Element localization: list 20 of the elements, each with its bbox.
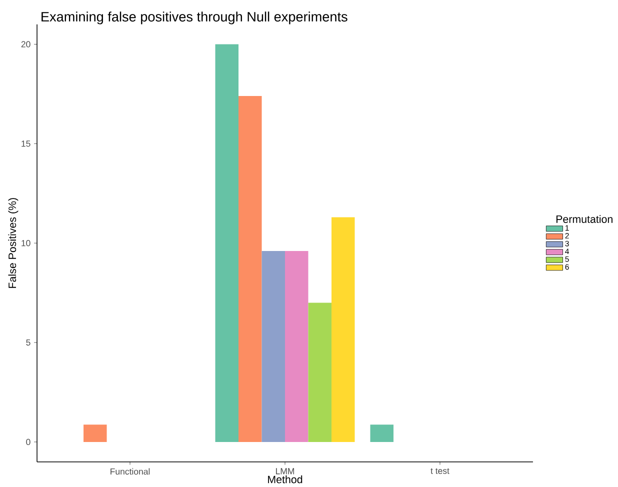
x-axis-title: Method: [268, 476, 302, 484]
bar: [262, 251, 285, 442]
y-tick-label: 5: [26, 340, 30, 346]
legend-title: Permutation: [556, 215, 612, 224]
bar: [370, 424, 394, 442]
bar: [215, 44, 239, 442]
y-tick-label: 0: [26, 439, 30, 446]
y-axis-title: False Positives (%): [8, 198, 18, 288]
bar: [84, 424, 107, 442]
bar: [285, 251, 308, 442]
bar: [308, 303, 332, 442]
x-tick-label: t test: [430, 468, 450, 474]
y-tick-label: 20: [21, 41, 30, 48]
x-tick-label: LMM: [276, 468, 294, 474]
y-tick-label: 10: [22, 240, 30, 246]
bar: [331, 217, 355, 442]
x-tick-label: Functional: [110, 468, 150, 475]
chart-title: Examining false positives through Null experiments: [42, 12, 348, 24]
bar: [238, 96, 262, 442]
y-tick-label: 15: [22, 140, 30, 147]
